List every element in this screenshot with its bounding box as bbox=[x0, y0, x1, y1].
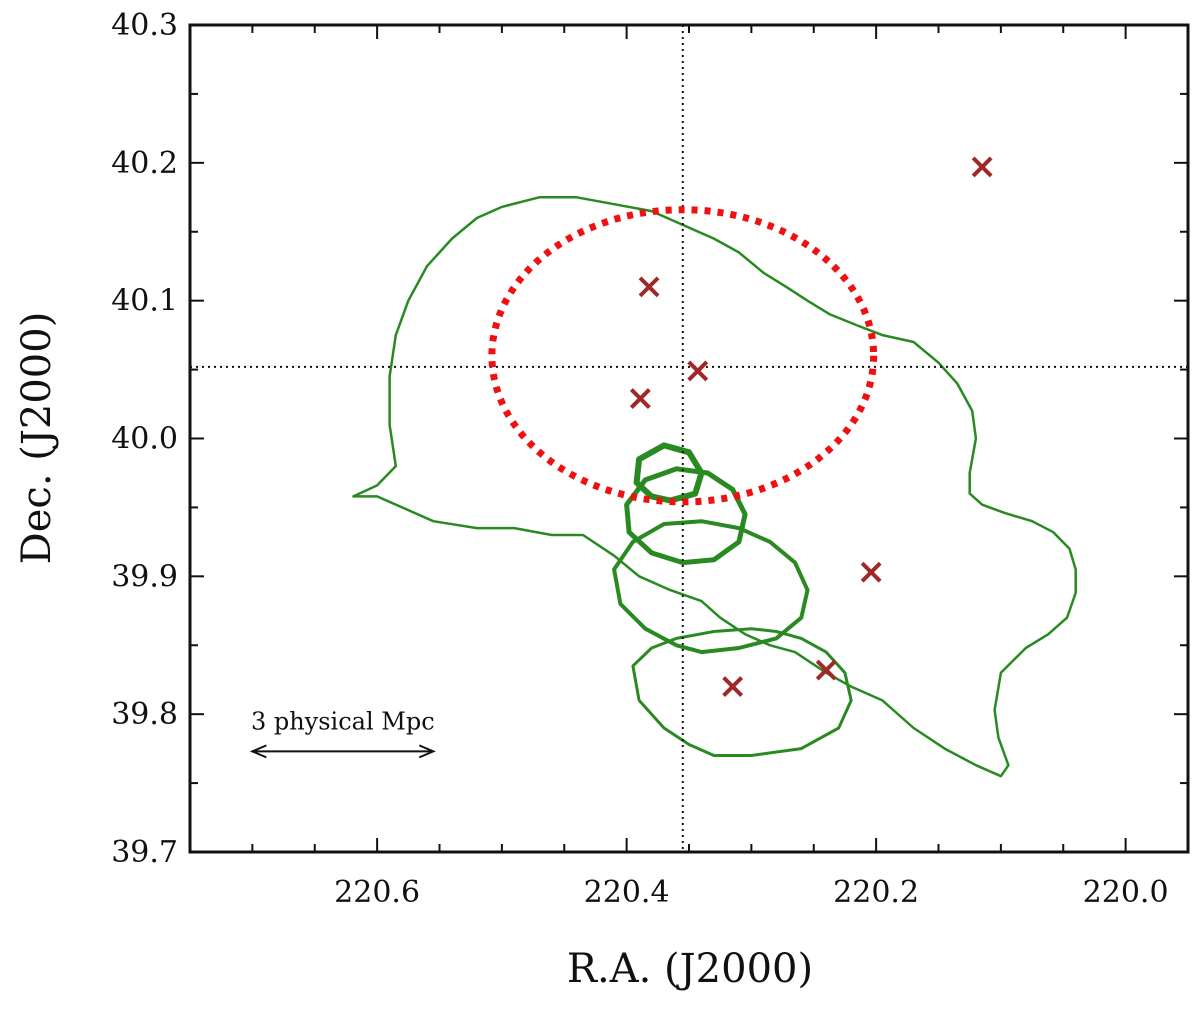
scale-bar-arrow-right bbox=[418, 744, 436, 759]
x-tick-label: 220.6 bbox=[334, 875, 420, 910]
galaxy-marker-1 bbox=[638, 276, 660, 298]
galaxy-marker-5 bbox=[860, 561, 882, 583]
axis-labels: R.A. (J2000) Dec. (J2000) bbox=[14, 312, 813, 992]
contour-line-2 bbox=[631, 627, 853, 757]
scale-bar-arrow-left bbox=[249, 744, 267, 759]
contour-line-1 bbox=[352, 196, 1077, 778]
marker-stroke-b bbox=[638, 276, 660, 298]
scale-bar-label: 3 physical Mpc bbox=[251, 707, 435, 735]
y-tick-label: 40.1 bbox=[111, 284, 178, 319]
x-tick-label: 220.4 bbox=[584, 875, 670, 910]
y-tick-label: 40.0 bbox=[111, 422, 178, 457]
contour-line-3 bbox=[612, 519, 810, 655]
marker-stroke-b bbox=[815, 659, 837, 681]
y-tick-label: 39.7 bbox=[111, 835, 178, 870]
plot-content: 3 physical Mpc bbox=[190, 25, 1188, 852]
marker-stroke-b bbox=[860, 561, 882, 583]
marker-stroke-b bbox=[971, 156, 993, 178]
marker-stroke-b bbox=[722, 676, 744, 698]
region-circle bbox=[488, 206, 878, 506]
y-tick-label: 39.8 bbox=[111, 697, 178, 732]
contour-line-5 bbox=[633, 442, 705, 504]
scale-bar: 3 physical Mpc bbox=[249, 707, 436, 759]
marker-stroke-b bbox=[629, 388, 651, 409]
x-tick-label: 220.0 bbox=[1083, 875, 1169, 910]
galaxy-marker-2 bbox=[687, 360, 709, 382]
y-tick-label: 40.3 bbox=[111, 8, 178, 43]
axis-ticks: 220.6 220.4 220.2 220.0 39.7 39.8 39.9 40.0 40.1… bbox=[111, 8, 1189, 910]
x-axis-title: R.A. (J2000) bbox=[567, 946, 813, 992]
contour-line-4 bbox=[624, 466, 748, 566]
marker-stroke-b bbox=[687, 360, 709, 382]
y-tick-label: 40.2 bbox=[111, 146, 178, 181]
y-tick-label: 39.9 bbox=[111, 559, 178, 594]
galaxy-marker-6 bbox=[815, 659, 837, 681]
x-tick-label: 220.2 bbox=[833, 875, 919, 910]
galaxy-marker-3 bbox=[629, 388, 651, 409]
galaxy-marker-4 bbox=[971, 156, 993, 178]
y-axis-title: Dec. (J2000) bbox=[14, 312, 60, 565]
galaxy-marker-7 bbox=[722, 676, 744, 698]
